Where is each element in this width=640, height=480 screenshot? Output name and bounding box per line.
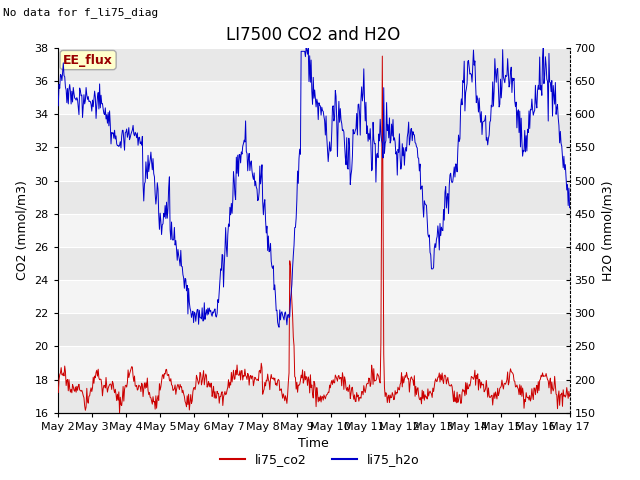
Bar [58,114,570,147]
Bar [58,48,570,81]
Bar [58,180,570,214]
Bar [58,280,570,313]
Y-axis label: CO2 (mmol/m3): CO2 (mmol/m3) [16,180,29,280]
Text: No data for f_li75_diag: No data for f_li75_diag [3,7,159,18]
Bar [58,81,570,114]
Bar [58,313,570,347]
Bar [58,214,570,247]
Bar [58,147,570,180]
Bar [58,347,570,380]
X-axis label: Time: Time [298,437,329,450]
Title: LI7500 CO2 and H2O: LI7500 CO2 and H2O [227,25,401,44]
Bar [58,380,570,413]
Bar [58,247,570,280]
Legend: li75_co2, li75_h2o: li75_co2, li75_h2o [215,448,425,471]
Text: EE_flux: EE_flux [63,54,113,67]
Y-axis label: H2O (mmol/m3): H2O (mmol/m3) [601,180,614,281]
